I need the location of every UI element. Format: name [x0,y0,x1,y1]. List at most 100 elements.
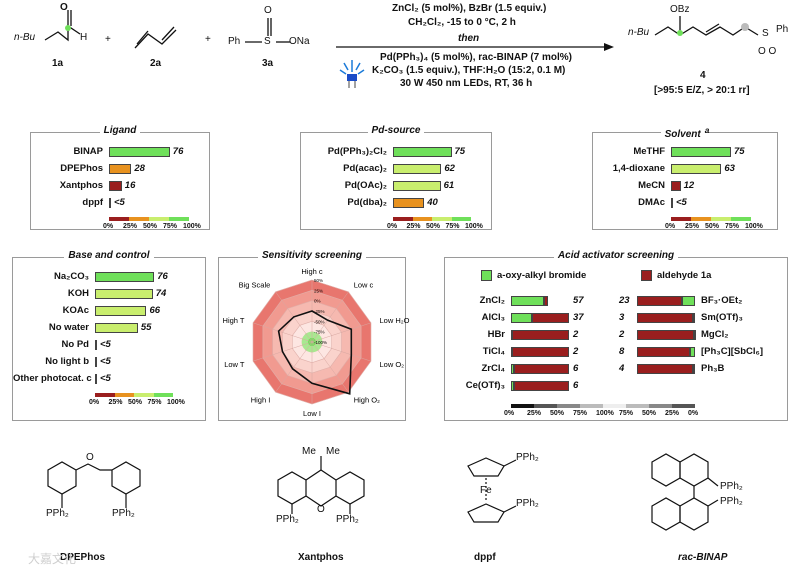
bar [95,357,97,367]
bar-label: Other photocat. c [13,373,92,384]
bar-value-label: 16 [124,180,136,191]
xantphos-me-left: Me [302,446,316,457]
scale-segment [109,217,129,221]
bar-bromide [681,296,695,306]
product-chain: n-Bu [628,27,650,38]
base-control-panel: Base and control Na₂CO₃ 76 KOH 74 KOAc 66 No w… [12,250,206,421]
scale-segment [580,404,603,408]
radar-ring-label: 0% [314,299,321,304]
legend-swatch [641,270,652,281]
radar-spoke [311,291,349,343]
radar-spoke [275,341,313,393]
x-tick-label: 0% [103,223,114,230]
bar-label: ZnCl₂ [479,295,505,306]
solvent-title: Solvent [660,129,705,141]
scale-segment [671,217,691,221]
radar-spoke [311,341,372,362]
radar-ring-label: -100% [314,340,327,345]
radar-ring-label: 50% [314,278,323,283]
bar [393,164,442,174]
scale-segment [511,404,534,408]
bar-label: No Pd [61,339,89,350]
x-tick-label: 75% [573,410,588,417]
bar-value-label: <5 [100,356,111,367]
scale-segment [626,404,649,408]
bar [671,198,673,208]
sulfinate-salt: ONa [289,36,310,47]
radar-axis-label: Big Scale [239,281,271,290]
radar-ring-label: -50% [314,319,325,324]
bar-label: [Ph₃C][SbCl₆] [701,346,764,357]
bar [671,164,722,174]
radar-axis-label: High I [251,395,271,404]
x-tick-label: 0% [504,410,515,417]
bar-aldehyde [637,296,682,306]
x-tick-label: 25% [123,223,138,230]
radar-spoke [311,322,372,343]
bar-label: dppf [82,197,103,208]
solvent-title-sup: a [704,125,710,135]
scale-segment [691,217,711,221]
base-control-title: Base and control [64,250,154,261]
radar-ring-label: -25% [314,309,325,314]
bar-aldehyde [637,347,691,357]
legend-swatch [481,270,492,281]
x-tick-label: 0% [688,410,699,417]
x-tick-label: 50% [143,223,158,230]
bar [671,181,681,191]
bar [95,289,153,299]
bar-aldehyde [532,313,569,323]
bar-aldehyde [544,296,548,306]
product-id: 4 [700,70,706,81]
sulfinate-o: O [264,5,272,16]
radar-ring-label: 25% [314,288,323,293]
dpephos-name: DPEPhos [60,552,106,563]
product-obz: OBz [670,4,690,15]
bar-value-label: 2 [573,329,579,340]
radar-axis-label: Low O₂ [380,360,405,369]
bar [671,147,731,157]
bar-label: BF₃·OEt₂ [701,295,743,306]
product-selectivity: [>95:5 E/Z, > 20:1 rr] [654,85,750,96]
radar-axis-label: Low T [224,360,245,369]
dpephos-pph2-left: PPh₂ [46,508,69,519]
bar-label: No water [48,322,89,333]
legend-label: aldehyde 1a [657,270,712,281]
legend-label: a-oxy-alkyl bromide [497,270,587,281]
reactant-2-id: 2a [150,58,162,69]
x-tick-label: 75% [147,399,162,406]
bar-aldehyde [637,364,693,374]
bar-label: MgCl₂ [701,329,729,340]
bar-label: Pd(PPh₃)₂Cl₂ [327,146,387,157]
atom-highlight-aldehyde [65,25,71,31]
product-s: S [762,28,769,39]
bar-label: Ce(OTf)₃ [465,380,505,391]
bar-value-label: <5 [100,339,111,350]
ligand-panel: Ligand BINAP 76 DPEPhos 28 Xantphos 16 dppf <5 0… [30,125,210,230]
bar-bromide [511,296,545,306]
bar-label: Xantphos [59,180,103,191]
x-tick-label: 25% [108,399,123,406]
condition-then: then [458,33,480,44]
bar-value-label: 6 [573,380,579,391]
scale-segment [672,404,695,408]
sulfinate-ph: Ph [228,36,241,47]
bar-value-label: 57 [573,295,584,306]
bar-label: AlCl₃ [481,312,505,323]
bar-label: 1,4-dioxane [612,163,665,174]
bar-value-label: 76 [157,271,168,282]
bar-aldehyde [514,381,569,391]
scale-segment [731,217,751,221]
condition-line-4: K₂CO₃ (1.5 equiv.), THF:H₂O (15:2, 0.1 M… [372,65,566,76]
bar-label: HBr [487,329,505,340]
condition-line-2: CH₂Cl₂, -15 to 0 °C, 2 h [408,17,516,28]
dpephos-oxygen: O [86,452,94,463]
bar [393,181,441,191]
bar-bromide [692,364,695,374]
bar-value-label: 8 [619,346,625,357]
scale-segment [149,217,169,221]
bar-value-label: 3 [619,312,625,323]
dppf-pph2-bottom: PPh₂ [516,498,539,509]
bar-label: MeCN [638,180,665,191]
